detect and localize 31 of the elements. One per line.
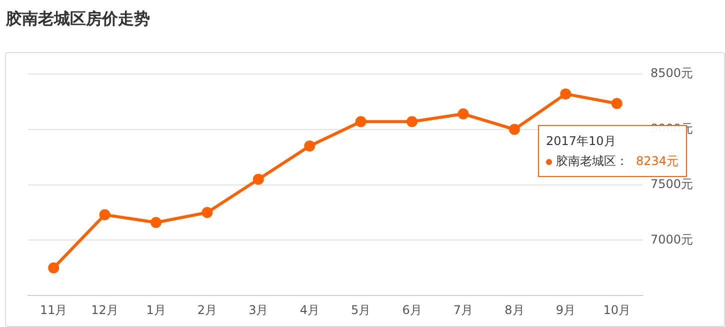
y-tick-label: 8500元 [650, 66, 694, 80]
annotation: 胶南老城区： [556, 154, 628, 168]
x-tick-label: 4月 [300, 302, 320, 317]
point [611, 98, 622, 109]
x-tick-label: 1月 [146, 302, 166, 317]
x-tick-label: 8月 [504, 302, 524, 317]
x-tick-label: 10月 [603, 302, 630, 317]
x-tick-label: 9月 [556, 302, 576, 317]
x-tick-label: 11月 [40, 302, 68, 317]
y-tick-label: 7500元 [650, 176, 694, 191]
annotation: 8234元 [636, 154, 679, 168]
point [508, 124, 520, 135]
x-tick-label: 5月 [351, 302, 371, 317]
point [560, 88, 572, 100]
point [304, 140, 316, 152]
point [252, 174, 264, 185]
chart-title: 胶南老城区房价走势 [6, 9, 150, 30]
point [406, 116, 418, 128]
x-tick-label: 7月 [453, 302, 474, 317]
point [99, 209, 110, 220]
annotation: 2017年10月 [546, 134, 616, 148]
x-tick-label: 2月 [197, 302, 218, 317]
x-tick-label: 12月 [91, 302, 118, 317]
x-tick-label: 3月 [248, 302, 268, 317]
point [202, 207, 213, 218]
point [150, 216, 162, 228]
point [458, 108, 469, 120]
point [48, 262, 60, 274]
y-tick-label: 7000元 [650, 232, 694, 246]
x-tick-label: 6月 [402, 302, 422, 317]
point [355, 116, 366, 128]
